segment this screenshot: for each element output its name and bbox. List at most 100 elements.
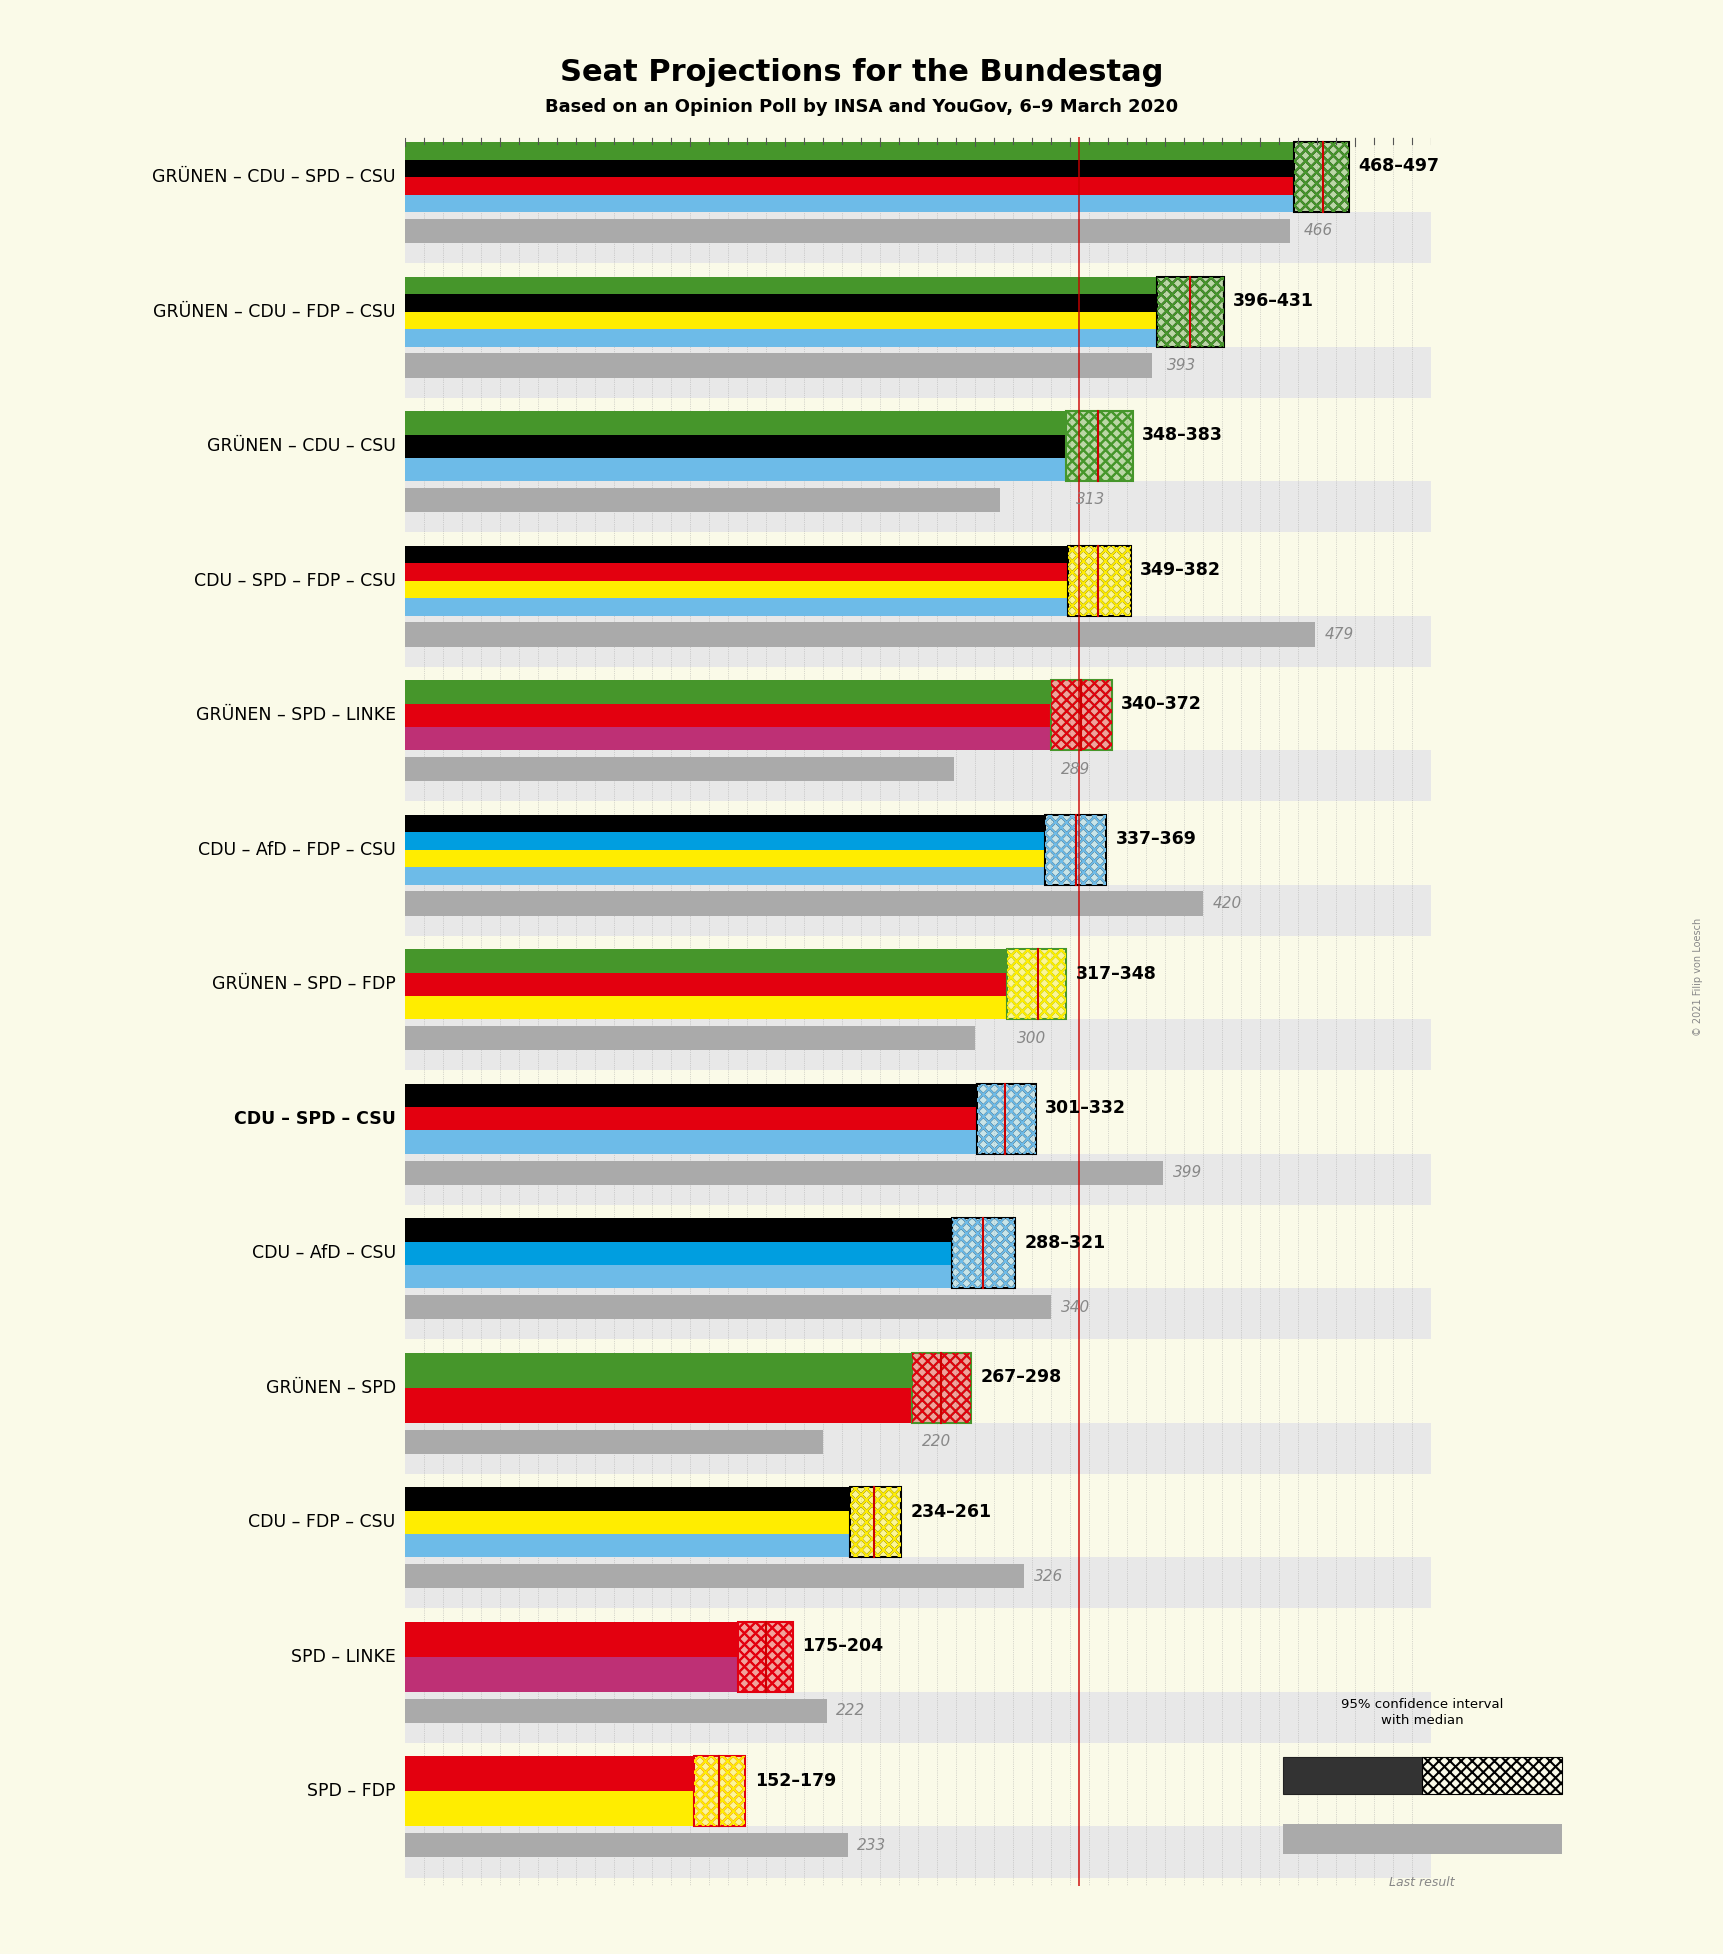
Bar	[693, 1757, 744, 1827]
Text: Seat Projections for the Bundestag: Seat Projections for the Bundestag	[560, 59, 1163, 86]
Bar	[405, 815, 1044, 832]
Text: 175–204: 175–204	[801, 1637, 882, 1655]
Bar	[405, 1792, 693, 1827]
Bar	[405, 891, 1203, 916]
Bar	[1065, 410, 1132, 481]
Bar	[977, 1084, 1036, 1153]
Bar	[405, 1153, 1430, 1206]
Text: GRÜNEN – SPD: GRÜNEN – SPD	[265, 1380, 395, 1397]
Bar	[977, 1084, 1036, 1153]
Bar	[405, 1657, 737, 1692]
Bar	[405, 481, 1430, 531]
Bar	[405, 346, 1430, 399]
Bar	[405, 868, 1044, 885]
Bar	[405, 1534, 849, 1557]
Text: SPD – FDP: SPD – FDP	[307, 1782, 395, 1800]
Bar	[737, 1622, 793, 1692]
Bar	[405, 598, 1068, 616]
Bar	[405, 1692, 1430, 1743]
Text: 466: 466	[1303, 223, 1332, 238]
Bar	[1068, 545, 1130, 616]
Bar	[405, 178, 1294, 195]
Bar	[405, 488, 999, 512]
Bar	[405, 219, 1289, 242]
Bar	[1065, 410, 1132, 481]
Bar	[911, 1352, 970, 1423]
Bar	[911, 1352, 970, 1423]
Bar	[405, 703, 1051, 727]
Bar	[405, 727, 1051, 750]
Text: 479: 479	[1323, 627, 1353, 643]
Bar	[405, 1219, 951, 1241]
Bar	[849, 1487, 901, 1557]
Bar	[405, 950, 1006, 973]
Bar	[405, 1827, 1430, 1878]
Bar	[405, 277, 1156, 295]
Bar	[405, 850, 1044, 868]
Text: 420: 420	[1211, 897, 1241, 911]
Text: 234–261: 234–261	[910, 1503, 991, 1520]
Bar	[1068, 545, 1130, 616]
Text: 313: 313	[1075, 492, 1104, 508]
Bar	[405, 1487, 849, 1510]
Text: 301–332: 301–332	[1044, 1098, 1125, 1118]
Bar	[1044, 815, 1106, 885]
Bar	[405, 295, 1156, 311]
Bar	[405, 1430, 822, 1454]
Text: 233: 233	[856, 1839, 886, 1852]
Text: 300: 300	[1017, 1030, 1046, 1045]
Bar	[405, 1161, 1163, 1184]
Bar	[1006, 950, 1065, 1020]
Text: 396–431: 396–431	[1232, 291, 1313, 311]
Bar	[1065, 410, 1132, 481]
Bar	[405, 580, 1068, 598]
Bar	[1294, 143, 1349, 213]
Bar	[1044, 815, 1106, 885]
Bar	[951, 1219, 1015, 1288]
Text: GRÜNEN – CDU – SPD – CSU: GRÜNEN – CDU – SPD – CSU	[152, 168, 395, 186]
Bar	[737, 1622, 793, 1692]
Bar	[405, 1020, 1430, 1071]
Bar	[405, 410, 1065, 434]
Bar	[737, 1622, 793, 1692]
Bar	[1156, 277, 1223, 346]
Bar	[405, 832, 1044, 850]
Text: CDU – AfD – CSU: CDU – AfD – CSU	[252, 1245, 395, 1262]
Bar	[405, 1241, 951, 1264]
Bar	[1282, 1823, 1561, 1854]
Bar	[405, 756, 953, 782]
Bar	[1051, 680, 1111, 750]
Text: CDU – SPD – CSU: CDU – SPD – CSU	[234, 1110, 395, 1127]
Bar	[405, 563, 1068, 580]
Text: GRÜNEN – CDU – FDP – CSU: GRÜNEN – CDU – FDP – CSU	[153, 303, 395, 320]
Bar	[405, 354, 1151, 377]
Bar	[405, 1296, 1051, 1319]
Bar	[405, 457, 1065, 481]
Text: 337–369: 337–369	[1115, 830, 1196, 848]
Text: 349–382: 349–382	[1139, 561, 1220, 578]
Text: 152–179: 152–179	[755, 1772, 836, 1790]
Text: 95% confidence interval
with median: 95% confidence interval with median	[1340, 1698, 1502, 1727]
Text: 317–348: 317–348	[1075, 965, 1156, 983]
Text: 222: 222	[836, 1704, 865, 1718]
Bar	[405, 750, 1430, 801]
Bar	[951, 1219, 1015, 1288]
Bar	[405, 1387, 911, 1423]
Bar	[405, 623, 1315, 647]
Bar	[405, 1423, 1430, 1473]
Bar	[849, 1487, 901, 1557]
Text: Last result: Last result	[1389, 1876, 1454, 1890]
Bar	[849, 1487, 901, 1557]
Text: Based on an Opinion Poll by INSA and YouGov, 6–9 March 2020: Based on an Opinion Poll by INSA and You…	[544, 98, 1179, 117]
Bar	[405, 1288, 1430, 1338]
Text: 220: 220	[922, 1434, 951, 1450]
Bar	[1044, 815, 1106, 885]
Bar	[405, 1026, 975, 1049]
Text: 288–321: 288–321	[1023, 1233, 1104, 1253]
Bar	[405, 1510, 849, 1534]
Text: 393: 393	[1166, 358, 1196, 373]
Text: 340: 340	[1060, 1299, 1089, 1315]
Bar	[1156, 277, 1223, 346]
Text: GRÜNEN – SPD – LINKE: GRÜNEN – SPD – LINKE	[195, 705, 395, 725]
Text: GRÜNEN – SPD – FDP: GRÜNEN – SPD – FDP	[212, 975, 395, 993]
